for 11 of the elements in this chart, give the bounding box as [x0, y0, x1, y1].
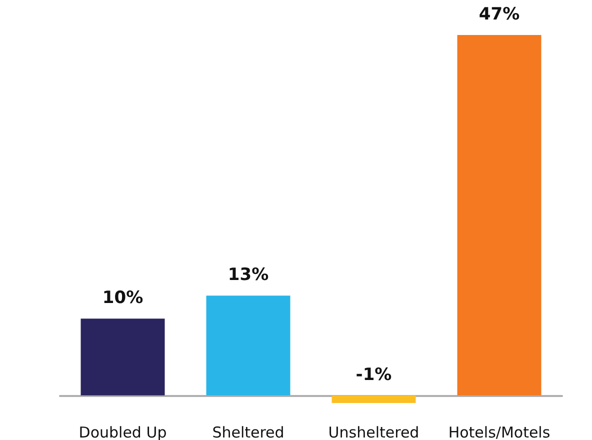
data-label: 10%	[102, 288, 144, 308]
x-tick-label: Sheltered	[212, 424, 284, 440]
bar	[206, 296, 290, 396]
x-tick-label: Unsheltered	[328, 424, 420, 440]
data-label: -1%	[356, 364, 392, 385]
bar	[457, 35, 542, 396]
bar	[332, 395, 416, 403]
data-label: 13%	[228, 265, 269, 286]
x-tick-label: Hotels/Motels	[448, 424, 550, 440]
bar	[80, 318, 165, 396]
data-label: 47%	[478, 4, 520, 24]
